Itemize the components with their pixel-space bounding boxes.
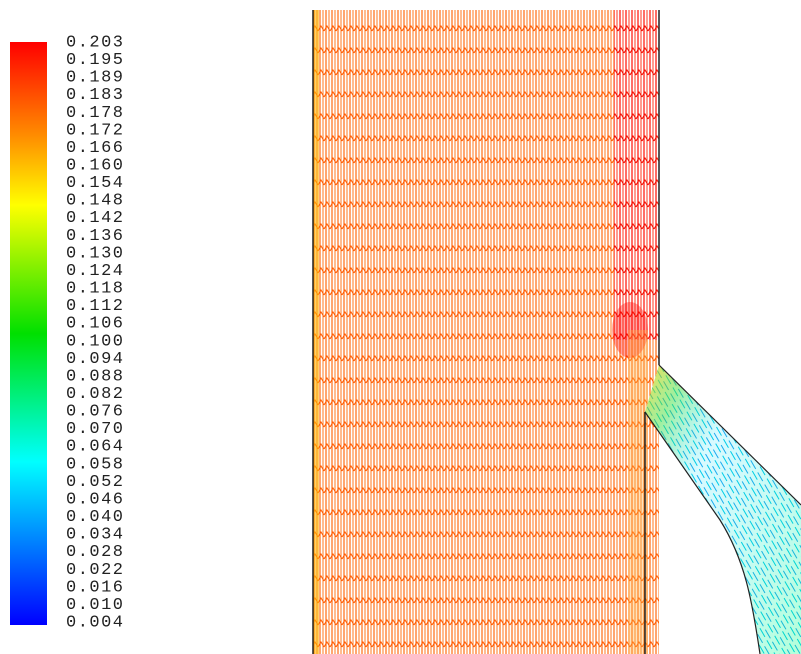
- colorbar-label: 0.040: [66, 508, 123, 527]
- colorbar-label: 0.010: [66, 596, 123, 615]
- colorbar-label: 0.172: [66, 121, 123, 140]
- colorbar-label: 0.082: [66, 385, 123, 404]
- colorbar-label: 0.046: [66, 490, 123, 509]
- colorbar-label: 0.088: [66, 367, 123, 386]
- colorbar-label: 0.106: [66, 315, 123, 334]
- colorbar-label: 0.112: [66, 297, 123, 316]
- colorbar-label: 0.154: [66, 174, 123, 193]
- colorbar-label: 0.183: [66, 86, 123, 105]
- colorbar-label: 0.160: [66, 157, 123, 176]
- colorbar-label: 0.118: [66, 280, 123, 299]
- colorbar-label: 0.142: [66, 209, 123, 228]
- colorbar-labels: 0.2030.1950.1890.1830.1780.1720.1660.160…: [66, 33, 123, 632]
- colorbar-label: 0.124: [66, 262, 123, 281]
- colorbar: [10, 42, 47, 625]
- colorbar-label: 0.076: [66, 403, 123, 422]
- colorbar-label: 0.195: [66, 51, 123, 70]
- colorbar-label: 0.070: [66, 420, 123, 439]
- colorbar-label: 0.189: [66, 69, 123, 88]
- vector-field: [312, 10, 801, 654]
- colorbar-label: 0.166: [66, 139, 123, 158]
- colorbar-label: 0.148: [66, 192, 123, 211]
- colorbar-label: 0.178: [66, 104, 123, 123]
- colorbar-label: 0.136: [66, 227, 123, 246]
- colorbar-label: 0.022: [66, 561, 123, 580]
- colorbar-label: 0.016: [66, 578, 123, 597]
- colorbar-label: 0.100: [66, 332, 123, 351]
- colorbar-label: 0.130: [66, 244, 123, 263]
- colorbar-label: 0.052: [66, 473, 123, 492]
- colorbar-label: 0.058: [66, 455, 123, 474]
- colorbar-label: 0.028: [66, 543, 123, 562]
- colorbar-label: 0.034: [66, 526, 123, 545]
- colorbar-label: 0.004: [66, 613, 123, 632]
- colorbar-label: 0.203: [66, 33, 123, 52]
- colorbar-label: 0.094: [66, 350, 123, 369]
- colorbar-label: 0.064: [66, 438, 123, 457]
